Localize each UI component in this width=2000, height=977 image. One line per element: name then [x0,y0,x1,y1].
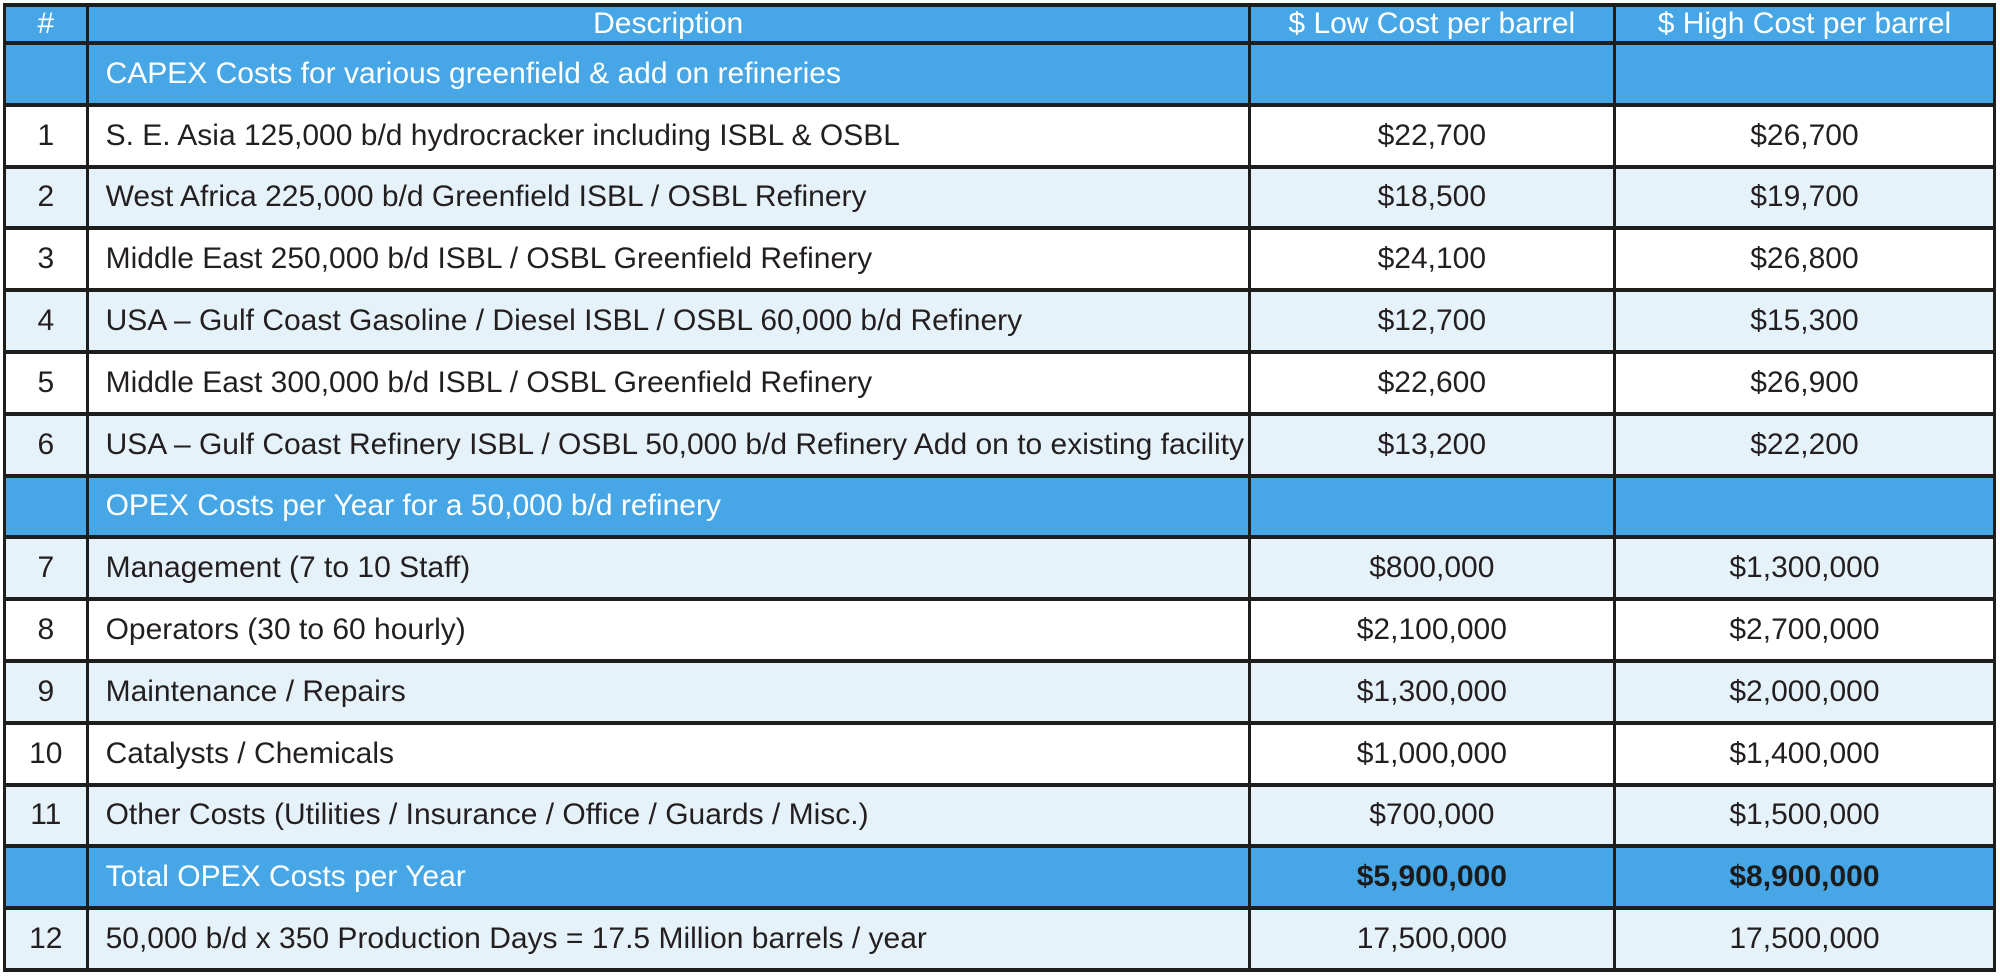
table-row: 1 S. E. Asia 125,000 b/d hydrocracker in… [3,102,1997,169]
row-number-cell: 10 [3,720,89,787]
table-row: 3 Middle East 250,000 b/d ISBL / OSBL Gr… [3,226,1997,293]
row-number-cell: 6 [3,411,89,478]
table-row: 9 Maintenance / Repairs $1,300,000 $2,00… [3,658,1997,725]
total-row: Total OPEX Costs per Year $5,900,000 $8,… [3,844,1997,911]
low-cost-cell: $22,600 [1247,349,1616,416]
total-low-cost-cell: $5,900,000 [1247,844,1616,911]
low-cost-cell: 17,500,000 [1247,906,1616,972]
low-cost-cell: $1,000,000 [1247,720,1616,787]
table-header-row: # Description $ Low Cost per barrel $ Hi… [3,3,1997,45]
col-header-high-cost: $ High Cost per barrel [1612,3,1997,45]
table-row: 5 Middle East 300,000 b/d ISBL / OSBL Gr… [3,349,1997,416]
table-row: 12 50,000 b/d x 350 Production Days = 17… [3,906,1997,972]
high-cost-cell: 17,500,000 [1612,906,1997,972]
high-cost-cell: $26,900 [1612,349,1997,416]
description-cell: Maintenance / Repairs [85,658,1251,725]
table-row: 2 West Africa 225,000 b/d Greenfield ISB… [3,164,1997,231]
total-label: Total OPEX Costs per Year [85,844,1251,911]
low-cost-cell: $24,100 [1247,226,1616,293]
description-cell: Management (7 to 10 Staff) [85,535,1251,602]
description-cell: Middle East 300,000 b/d ISBL / OSBL Gree… [85,349,1251,416]
low-cost-cell: $1,300,000 [1247,658,1616,725]
row-number-cell [3,41,89,107]
low-cost-cell: $2,100,000 [1247,597,1616,663]
row-number-cell: 8 [3,597,89,663]
high-cost-cell: $2,700,000 [1612,597,1997,663]
col-header-description: Description [85,3,1251,45]
description-cell: 50,000 b/d x 350 Production Days = 17.5 … [85,906,1251,972]
table-row: 11 Other Costs (Utilities / Insurance / … [3,782,1997,849]
description-cell: Operators (30 to 60 hourly) [85,597,1251,663]
row-number-cell [3,473,89,540]
table-row: 8 Operators (30 to 60 hourly) $2,100,000… [3,597,1997,663]
description-cell: Catalysts / Chemicals [85,720,1251,787]
low-cost-cell: $22,700 [1247,102,1616,169]
row-number-cell: 4 [3,288,89,354]
high-cost-cell: $15,300 [1612,288,1997,354]
low-cost-cell: $18,500 [1247,164,1616,231]
col-header-number: # [3,3,89,45]
high-cost-cell: $1,300,000 [1612,535,1997,602]
high-cost-cell: $22,200 [1612,411,1997,478]
high-cost-cell [1612,473,1997,540]
row-number-cell: 1 [3,102,89,169]
table-row: 6 USA – Gulf Coast Refinery ISBL / OSBL … [3,411,1997,478]
section-row-opex: OPEX Costs per Year for a 50,000 b/d ref… [3,473,1997,540]
section-row-capex: CAPEX Costs for various greenfield & add… [3,41,1997,107]
low-cost-cell: $700,000 [1247,782,1616,849]
low-cost-cell: $800,000 [1247,535,1616,602]
high-cost-cell [1612,41,1997,107]
description-cell: S. E. Asia 125,000 b/d hydrocracker incl… [85,102,1251,169]
high-cost-cell: $1,500,000 [1612,782,1997,849]
row-number-cell: 9 [3,658,89,725]
high-cost-cell: $2,000,000 [1612,658,1997,725]
row-number-cell: 5 [3,349,89,416]
table-row: 10 Catalysts / Chemicals $1,000,000 $1,4… [3,720,1997,787]
description-cell: Middle East 250,000 b/d ISBL / OSBL Gree… [85,226,1251,293]
high-cost-cell: $26,800 [1612,226,1997,293]
description-cell: West Africa 225,000 b/d Greenfield ISBL … [85,164,1251,231]
row-number-cell: 11 [3,782,89,849]
section-title: OPEX Costs per Year for a 50,000 b/d ref… [85,473,1251,540]
low-cost-cell: $12,700 [1247,288,1616,354]
low-cost-cell [1247,473,1616,540]
row-number-cell: 3 [3,226,89,293]
high-cost-cell: $19,700 [1612,164,1997,231]
section-title: CAPEX Costs for various greenfield & add… [85,41,1251,107]
description-cell: USA – Gulf Coast Gasoline / Diesel ISBL … [85,288,1251,354]
description-cell: USA – Gulf Coast Refinery ISBL / OSBL 50… [85,411,1251,478]
total-high-cost-cell: $8,900,000 [1612,844,1997,911]
low-cost-cell [1247,41,1616,107]
low-cost-cell: $13,200 [1247,411,1616,478]
table-row: 7 Management (7 to 10 Staff) $800,000 $1… [3,535,1997,602]
row-number-cell: 2 [3,164,89,231]
row-number-cell: 7 [3,535,89,602]
description-cell: Other Costs (Utilities / Insurance / Off… [85,782,1251,849]
col-header-low-cost: $ Low Cost per barrel [1247,3,1616,45]
high-cost-cell: $26,700 [1612,102,1997,169]
table-row: 4 USA – Gulf Coast Gasoline / Diesel ISB… [3,288,1997,354]
row-number-cell: 12 [3,906,89,972]
refinery-cost-table: # Description $ Low Cost per barrel $ Hi… [3,3,1997,972]
row-number-cell [3,844,89,911]
high-cost-cell: $1,400,000 [1612,720,1997,787]
